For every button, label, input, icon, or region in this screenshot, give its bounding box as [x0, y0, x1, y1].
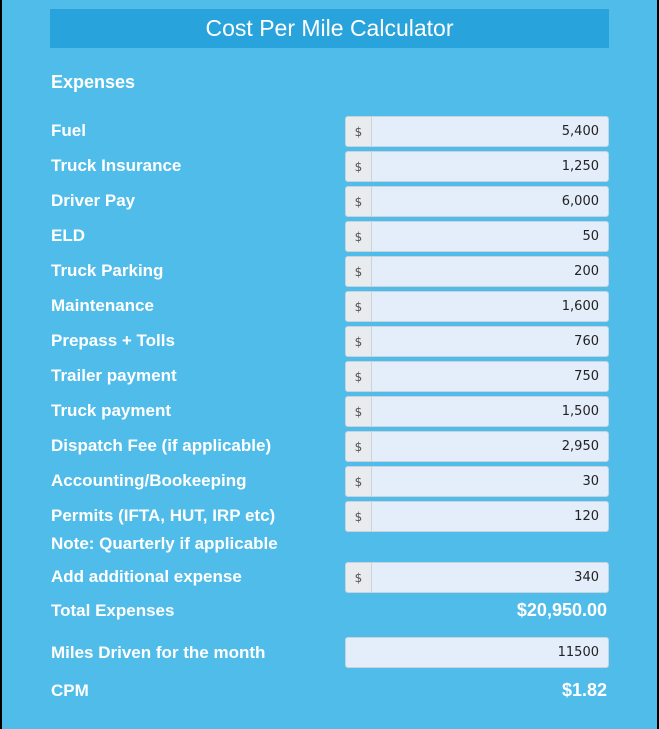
expense-label-dispatch-fee-if-applicable: Dispatch Fee (if applicable): [51, 436, 272, 455]
expense-input-truck-insurance[interactable]: $ 1,250: [345, 151, 609, 182]
expense-input-add-additional-expense[interactable]: $ 340: [345, 562, 609, 593]
dollar-prefix: $: [346, 257, 372, 286]
expense-input-accounting-bookeeping[interactable]: $ 30: [345, 466, 609, 497]
expense-value[interactable]: 1,500: [561, 404, 599, 419]
expense-value[interactable]: 6,000: [561, 194, 599, 209]
total-expenses-label: Total Expenses: [51, 601, 175, 620]
expense-input-dispatch-fee-if-applicable[interactable]: $ 2,950: [345, 431, 609, 462]
expense-label-add-additional-expense: Add additional expense: [51, 567, 242, 586]
expense-label-maintenance: Maintenance: [51, 296, 154, 315]
expense-input-driver-pay[interactable]: $ 6,000: [345, 186, 609, 217]
page-title: Cost Per Mile Calculator: [50, 9, 609, 48]
expense-value[interactable]: 1,600: [561, 299, 599, 314]
dollar-prefix: $: [346, 292, 372, 321]
expense-input-truck-parking[interactable]: $ 200: [345, 256, 609, 287]
miles-value[interactable]: 11500: [557, 645, 599, 660]
total-expenses-value: $20,950.00: [516, 600, 607, 620]
expense-input-permits-ifta-hut-irp-etc[interactable]: $ 120: [345, 501, 609, 532]
cpm-value: $1.82: [561, 680, 607, 700]
expense-value[interactable]: 340: [574, 570, 599, 585]
dollar-prefix: $: [346, 432, 372, 461]
expense-input-trailer-payment[interactable]: $ 750: [345, 361, 609, 392]
dollar-prefix: $: [346, 362, 372, 391]
expense-label-prepass-tolls: Prepass + Tolls: [51, 331, 175, 350]
miles-label: Miles Driven for the month: [51, 643, 266, 662]
expense-input-prepass-tolls[interactable]: $ 760: [345, 326, 609, 357]
expense-label-fuel: Fuel: [51, 121, 86, 140]
expense-label-truck-insurance: Truck Insurance: [51, 156, 182, 175]
expense-input-maintenance[interactable]: $ 1,600: [345, 291, 609, 322]
section-heading: Expenses: [51, 72, 136, 92]
expense-value[interactable]: 5,400: [561, 124, 599, 139]
dollar-prefix: $: [346, 327, 372, 356]
dollar-prefix: $: [346, 467, 372, 496]
expense-input-truck-payment[interactable]: $ 1,500: [345, 396, 609, 427]
cpm-label: CPM: [51, 681, 89, 700]
permits-note: Note: Quarterly if applicable: [51, 534, 278, 553]
expense-value[interactable]: 2,950: [561, 439, 599, 454]
expense-value[interactable]: 750: [574, 369, 599, 384]
dollar-prefix: $: [346, 563, 372, 592]
dollar-prefix: $: [346, 397, 372, 426]
expense-value[interactable]: 120: [574, 509, 599, 524]
expense-label-permits-ifta-hut-irp-etc: Permits (IFTA, HUT, IRP etc): [51, 506, 276, 525]
expense-label-accounting-bookeeping: Accounting/Bookeeping: [51, 471, 247, 490]
expense-input-eld[interactable]: $ 50: [345, 221, 609, 252]
expense-value[interactable]: 1,250: [561, 159, 599, 174]
expense-value[interactable]: 50: [582, 229, 599, 244]
expense-label-truck-parking: Truck Parking: [51, 261, 164, 280]
miles-input[interactable]: 11500: [345, 637, 609, 668]
expense-value[interactable]: 760: [574, 334, 599, 349]
expense-value[interactable]: 200: [574, 264, 599, 279]
dollar-prefix: $: [346, 222, 372, 251]
dollar-prefix: $: [346, 152, 372, 181]
expense-label-truck-payment: Truck payment: [51, 401, 171, 420]
expense-input-fuel[interactable]: $ 5,400: [345, 116, 609, 147]
expense-label-trailer-payment: Trailer payment: [51, 366, 177, 385]
expense-label-eld: ELD: [51, 226, 85, 245]
dollar-prefix: $: [346, 502, 372, 531]
dollar-prefix: $: [346, 187, 372, 216]
expense-value[interactable]: 30: [582, 474, 599, 489]
expense-label-driver-pay: Driver Pay: [51, 191, 136, 210]
dollar-prefix: $: [346, 117, 372, 146]
